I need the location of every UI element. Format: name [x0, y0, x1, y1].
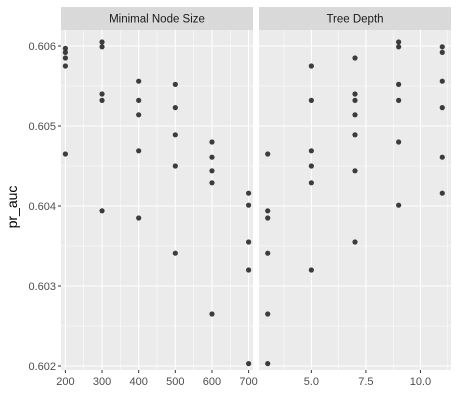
data-point — [352, 97, 358, 103]
data-point — [246, 267, 252, 273]
data-point — [62, 45, 68, 52]
data-point — [265, 250, 271, 256]
data-point — [308, 97, 314, 103]
data-point — [136, 78, 142, 84]
data-point — [352, 132, 358, 138]
x-tick-label: 10.0 — [410, 376, 431, 388]
facet-strip — [259, 7, 451, 30]
data-point — [62, 151, 68, 157]
panel-minimal-node-size: Minimal Node Size 200 300 400 500 600 700 — [56, 7, 258, 388]
x-tick-label: 5.0 — [304, 376, 319, 388]
data-point — [136, 112, 142, 118]
y-axis-title: pr_auc — [4, 186, 20, 229]
data-point — [439, 49, 445, 56]
data-point — [172, 250, 178, 256]
y-axis: 0.602 0.603 0.604 0.605 0.606 — [28, 41, 61, 373]
data-point — [62, 55, 68, 61]
data-point — [246, 190, 252, 196]
data-point — [209, 168, 215, 174]
data-point — [265, 361, 271, 367]
data-point — [209, 311, 215, 317]
x-tick-label: 400 — [129, 376, 147, 388]
data-point — [308, 267, 314, 273]
data-point — [99, 39, 105, 45]
data-point — [352, 55, 358, 61]
data-point — [439, 44, 445, 50]
data-point — [396, 81, 402, 87]
x-tick-label: 300 — [93, 376, 111, 388]
y-tick-label: 0.602 — [28, 361, 56, 373]
data-point — [99, 91, 105, 97]
panel-background — [259, 30, 451, 370]
data-point — [396, 97, 402, 103]
x-tick-label: 700 — [239, 376, 257, 388]
data-point — [99, 97, 105, 103]
data-point — [265, 311, 271, 317]
data-point — [308, 163, 314, 169]
data-point — [136, 148, 142, 154]
data-point — [209, 154, 215, 160]
data-point — [396, 44, 402, 50]
data-point — [209, 139, 215, 145]
data-point — [308, 148, 314, 154]
data-point — [136, 215, 142, 221]
facet-strip-label: Tree Depth — [326, 14, 383, 26]
data-point — [308, 63, 314, 69]
data-point — [209, 180, 215, 186]
y-tick-label: 0.605 — [28, 121, 56, 133]
data-point — [265, 208, 271, 214]
data-point — [265, 151, 271, 157]
data-point — [439, 78, 445, 84]
facet-strip — [61, 7, 253, 30]
data-point — [99, 208, 105, 214]
x-tick-label: 7.5 — [358, 376, 373, 388]
y-tick-label: 0.604 — [28, 201, 56, 213]
data-point — [172, 132, 178, 138]
x-tick-label: 600 — [203, 376, 221, 388]
x-tick-label: 500 — [166, 376, 184, 388]
data-point — [172, 81, 178, 87]
data-point — [246, 239, 252, 245]
data-point — [396, 139, 402, 145]
data-point — [352, 168, 358, 174]
data-point — [352, 239, 358, 245]
x-tick-label: 200 — [56, 376, 74, 388]
data-point — [439, 190, 445, 196]
data-point — [246, 202, 252, 208]
data-point — [396, 202, 402, 208]
data-point — [246, 361, 252, 367]
panel-tree-depth: Tree Depth 5.0 7.5 10.0 — [259, 7, 451, 388]
y-tick-label: 0.603 — [28, 281, 56, 293]
data-point — [265, 215, 271, 221]
data-point — [172, 163, 178, 169]
data-point — [62, 49, 68, 56]
data-point — [62, 63, 68, 69]
data-point — [172, 105, 178, 111]
data-point — [396, 39, 402, 45]
data-point — [136, 97, 142, 103]
data-point — [99, 44, 105, 50]
facet-strip-label: Minimal Node Size — [109, 14, 205, 26]
data-point — [352, 112, 358, 118]
data-point — [352, 91, 358, 97]
data-point — [439, 105, 445, 111]
y-tick-label: 0.606 — [28, 41, 56, 53]
data-point — [439, 154, 445, 160]
data-point — [308, 180, 314, 186]
